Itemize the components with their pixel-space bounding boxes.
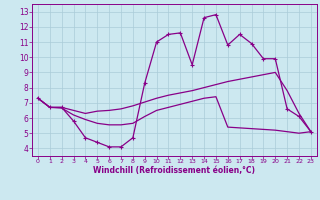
X-axis label: Windchill (Refroidissement éolien,°C): Windchill (Refroidissement éolien,°C): [93, 166, 255, 175]
